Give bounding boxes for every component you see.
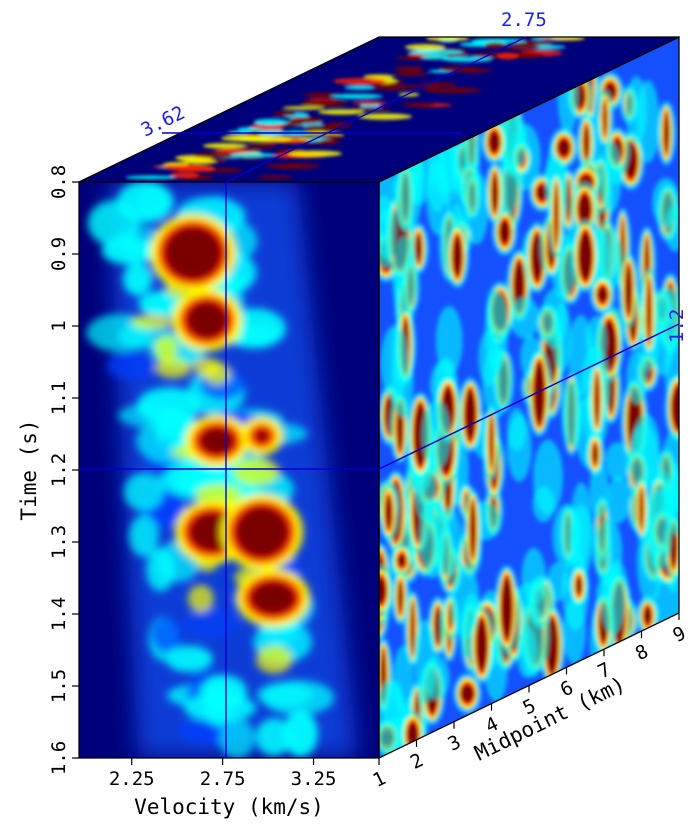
time-slice-line-side: [378, 323, 680, 470]
time-tick-label: 0.9: [48, 237, 70, 271]
time-tick-label: 1: [48, 320, 70, 331]
front-face-velocity-panel: [79, 182, 379, 758]
time-tick-label: 1.1: [48, 381, 70, 415]
velocity-slice-line-top: [225, 36, 527, 183]
velocity-axis: 2.25 2.75 3.25: [109, 758, 337, 790]
midpoint-tick-label: 2: [407, 749, 427, 774]
midpoint-tick-label: 3: [444, 731, 464, 756]
velocity-axis-title: Velocity (km/s): [134, 795, 324, 819]
time-tick-label: 1.4: [48, 597, 70, 631]
velocity-tick-label: 2.75: [200, 768, 246, 790]
velocity-tick-label: 2.25: [109, 768, 155, 790]
top-face-velocity-midpoint-panel: [79, 37, 679, 182]
midpoint-tick-label: 9: [669, 622, 689, 647]
time-tick-label: 1.2: [48, 453, 70, 487]
time-axis: 0.8 0.9 1 1.1 1.2 1.3 1.4 1.5 1.6: [48, 165, 79, 775]
time-tick-label: 1.5: [48, 669, 70, 703]
time-tick-label: 1.3: [48, 525, 70, 559]
time-tick-label: 0.8: [48, 165, 70, 199]
midpoint-tick-label: 8: [632, 640, 652, 665]
velocity-tick-label: 3.25: [291, 768, 337, 790]
midpoint-tick-label: 1: [369, 767, 389, 792]
time-axis-title: Time (s): [17, 419, 41, 520]
slice-lines: [79, 36, 680, 758]
slice-label-top-back: 2.75: [501, 9, 547, 31]
time-tick-label: 1.6: [48, 741, 70, 775]
slice-label-right: 1.2: [666, 309, 688, 343]
